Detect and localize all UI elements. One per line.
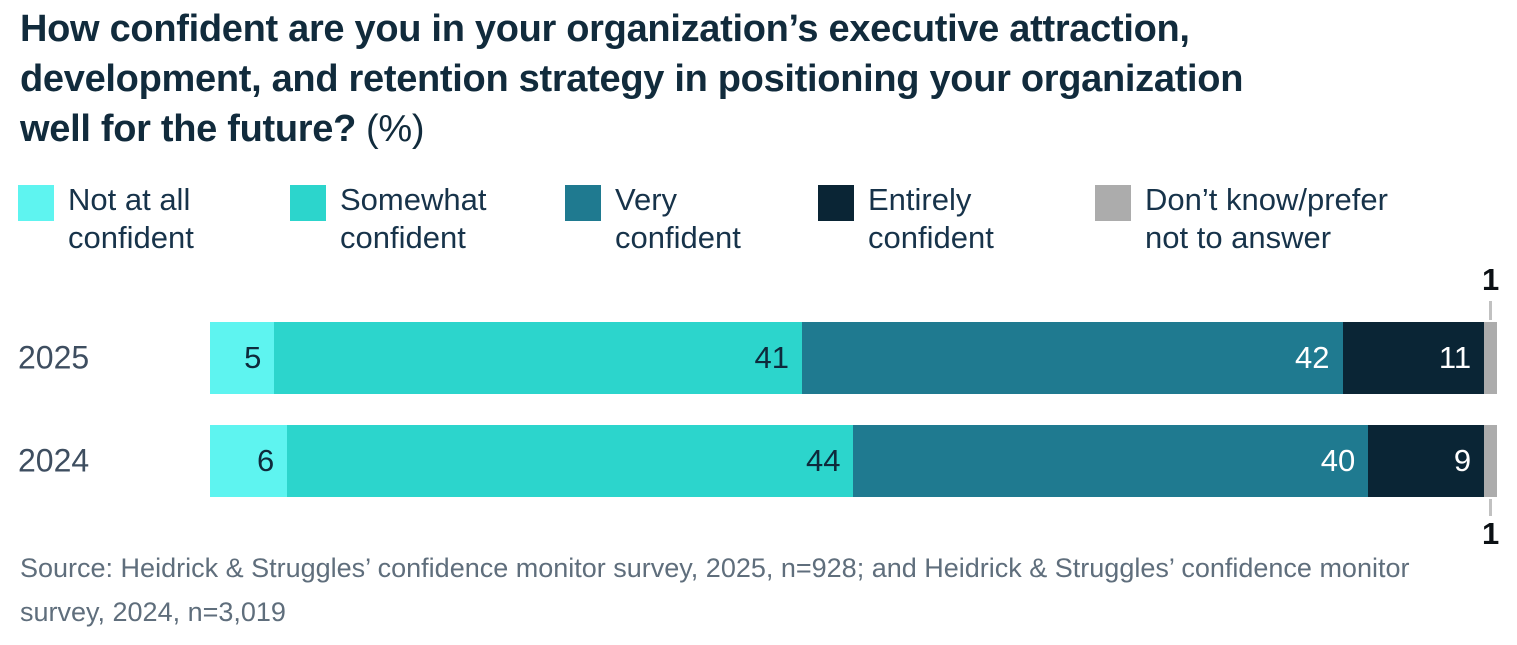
source-note: Source: Heidrick & Struggles’ confidence… xyxy=(20,553,1410,627)
segment-not-at-all-confident: 5 xyxy=(210,322,275,394)
value-label: 9 xyxy=(1453,443,1472,478)
legend-item: Don’t know/prefer not to answer xyxy=(1095,181,1388,257)
value-label: 40 xyxy=(1320,443,1356,478)
bar-track: 6 44 40 9 xyxy=(210,425,1497,497)
segment-somewhat-confident: 44 xyxy=(287,425,854,497)
bar-row-2024: 2024 6 44 40 9 xyxy=(0,425,1517,497)
legend-swatch xyxy=(290,185,326,221)
segment-not-at-all-confident: 6 xyxy=(210,425,288,497)
legend-label: Not at all confident xyxy=(68,182,194,255)
legend-label: Don’t know/prefer not to answer xyxy=(1145,182,1388,255)
segment-somewhat-confident: 41 xyxy=(274,322,802,394)
legend-label: Somewhat confident xyxy=(340,182,487,255)
callout-line xyxy=(1489,301,1493,320)
bar-track: 5 41 42 11 xyxy=(210,322,1497,394)
legend-swatch xyxy=(1095,185,1131,221)
value-label: 41 xyxy=(754,340,789,375)
chart-title: How confident are you in your organizati… xyxy=(20,4,1480,154)
value-label: 6 xyxy=(256,443,275,478)
value-label: 44 xyxy=(806,443,841,478)
segment-entirely-confident: 11 xyxy=(1342,322,1485,394)
value-label: 5 xyxy=(244,340,262,375)
legend-swatch xyxy=(818,185,854,221)
segment-don-t-know-prefer-not-to-answer xyxy=(1484,425,1497,497)
value-label: 11 xyxy=(1438,340,1472,375)
legend-label: Entirely confident xyxy=(868,182,994,255)
legend-item: Somewhat confident xyxy=(290,181,486,257)
legend-item: Not at all confident xyxy=(18,181,194,257)
chart-title-unit: (%) xyxy=(366,108,425,150)
category-label: 2025 xyxy=(18,339,90,376)
segment-very-confident: 42 xyxy=(802,322,1343,394)
legend-item: Entirely confident xyxy=(818,181,994,257)
category-label: 2024 xyxy=(18,442,90,479)
value-label: 42 xyxy=(1295,340,1330,375)
segment-entirely-confident: 9 xyxy=(1368,425,1485,497)
segment-don-t-know-prefer-not-to-answer xyxy=(1484,322,1497,394)
chart-title-text: How confident are you in your organizati… xyxy=(20,8,1244,150)
legend-label: Very confident xyxy=(615,182,741,255)
bar-row-2025: 2025 5 41 42 11 xyxy=(0,322,1517,394)
legend-item: Very confident xyxy=(565,181,741,257)
segment-very-confident: 40 xyxy=(853,425,1369,497)
callout-value-label: 1 xyxy=(1481,516,1500,551)
callout-line xyxy=(1489,499,1493,516)
legend-swatch xyxy=(565,185,601,221)
callout-value-label: 1 xyxy=(1481,262,1500,297)
legend-swatch xyxy=(18,185,54,221)
